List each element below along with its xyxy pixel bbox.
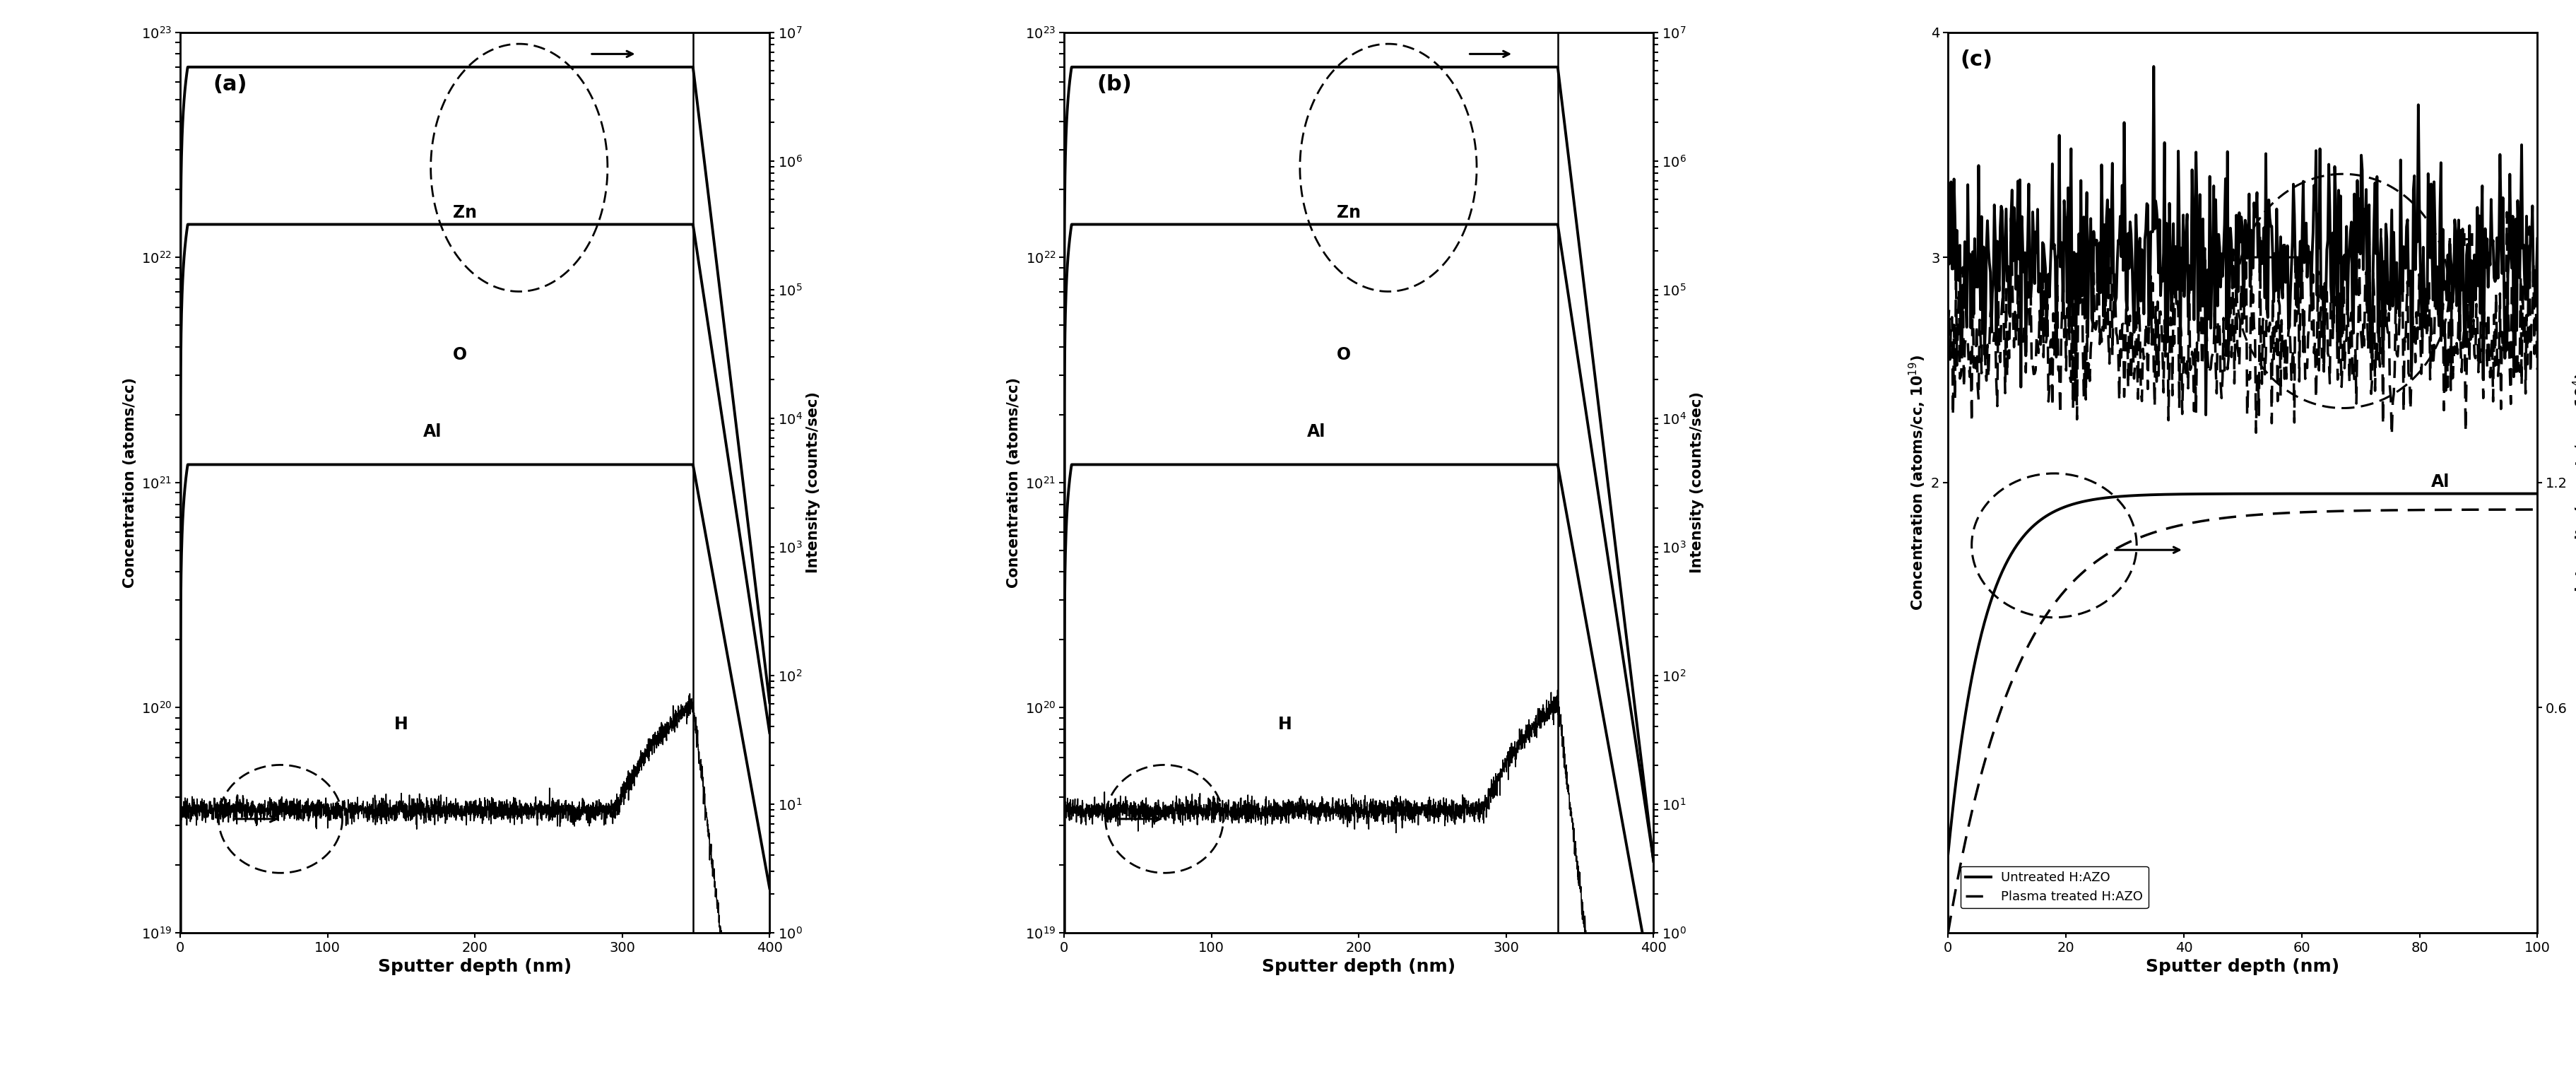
Text: (b): (b): [1097, 74, 1131, 94]
Text: H: H: [2460, 233, 2476, 250]
Text: H: H: [1278, 716, 1291, 733]
Y-axis label: Intensity (counts/sec): Intensity (counts/sec): [806, 391, 822, 574]
Y-axis label: Concentration (atoms/cc, 10$^{19}$): Concentration (atoms/cc, 10$^{19}$): [1906, 355, 1927, 610]
Y-axis label: Intensity (counts/sec, 10$^4$): Intensity (counts/sec, 10$^4$): [2571, 372, 2576, 593]
Text: Zn: Zn: [1337, 204, 1360, 221]
Text: (c): (c): [1960, 49, 1991, 70]
Y-axis label: Intensity (counts/sec): Intensity (counts/sec): [1690, 391, 1705, 574]
Text: H: H: [394, 716, 407, 733]
Text: O: O: [1337, 346, 1350, 363]
X-axis label: Sputter depth (nm): Sputter depth (nm): [379, 958, 572, 976]
Y-axis label: Concentration (atoms/cc): Concentration (atoms/cc): [124, 377, 137, 587]
Legend: Untreated H:AZO, Plasma treated H:AZO: Untreated H:AZO, Plasma treated H:AZO: [1960, 866, 2148, 908]
Text: (a): (a): [214, 74, 247, 94]
Text: Al: Al: [1306, 423, 1327, 440]
Text: Zn: Zn: [453, 204, 477, 221]
X-axis label: Sputter depth (nm): Sputter depth (nm): [2146, 958, 2339, 976]
Text: Al: Al: [422, 423, 443, 440]
Y-axis label: Concentration (atoms/cc): Concentration (atoms/cc): [1007, 377, 1020, 587]
Text: Al: Al: [2432, 474, 2450, 490]
X-axis label: Sputter depth (nm): Sputter depth (nm): [1262, 958, 1455, 976]
Text: O: O: [453, 346, 466, 363]
